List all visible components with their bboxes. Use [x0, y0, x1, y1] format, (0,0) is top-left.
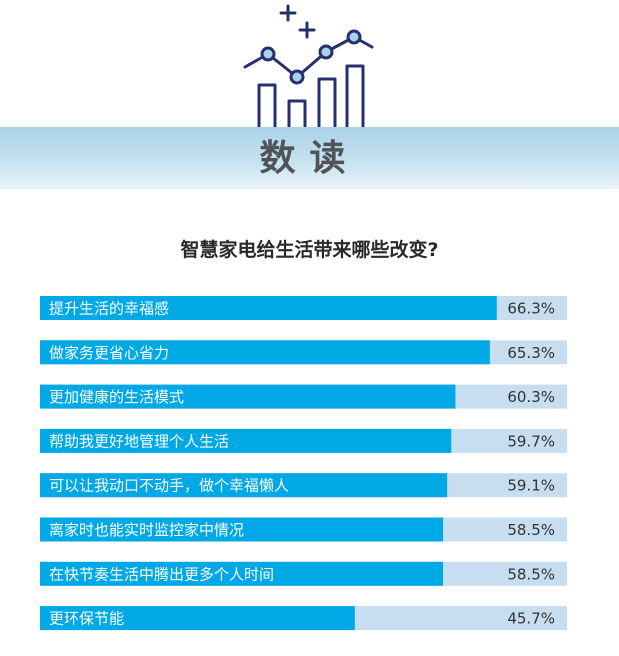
bar	[40, 428, 452, 453]
category-label: 在快节奏生活中腾出更多个人时间	[49, 565, 274, 583]
bar	[40, 296, 497, 320]
category-label: 帮助我更好地管理个人生活	[49, 432, 229, 450]
chart-question-title: 智慧家电给生活带来哪些改变?	[180, 239, 439, 261]
bar	[40, 473, 448, 498]
value-label: 59.7%	[507, 432, 555, 450]
value-label: 59.1%	[507, 477, 555, 495]
value-label: 45.7%	[507, 610, 555, 628]
category-label: 可以让我动口不动手，做个幸福懒人	[49, 477, 289, 495]
bar	[40, 517, 443, 542]
value-label: 65.3%	[507, 344, 555, 362]
value-label: 58.5%	[507, 521, 555, 539]
category-label: 提升生活的幸福感	[49, 300, 169, 318]
bar	[40, 606, 355, 631]
title-banner	[0, 127, 619, 189]
bar	[40, 384, 456, 409]
value-label: 66.3%	[507, 300, 555, 318]
line-and-bar-chart-icon	[243, 4, 374, 130]
value-label: 60.3%	[507, 388, 555, 406]
category-label: 更加健康的生活模式	[49, 388, 184, 406]
value-label: 58.5%	[507, 565, 555, 583]
banner-title: 数读	[259, 138, 360, 179]
category-label: 做家务更省心省力	[49, 344, 169, 362]
category-label: 更环保节能	[49, 610, 124, 628]
category-label: 离家时也能实时监控家中情况	[49, 521, 244, 539]
bar	[40, 340, 490, 365]
bar	[40, 561, 443, 586]
